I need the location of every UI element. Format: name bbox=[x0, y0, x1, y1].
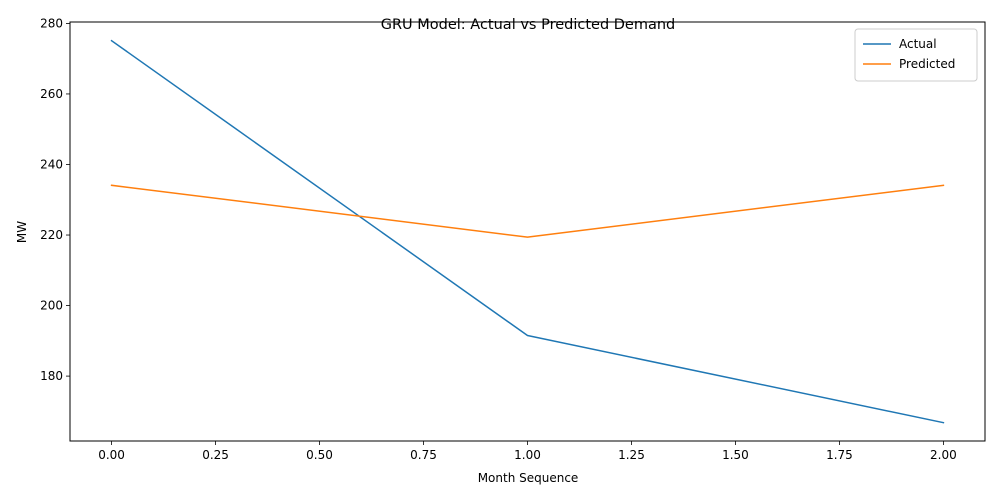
legend-box bbox=[854, 28, 978, 82]
y-tick-label: 240 bbox=[40, 157, 63, 171]
series-line-actual bbox=[110, 39, 945, 424]
y-tick-label: 200 bbox=[40, 299, 63, 313]
x-axis-label: Month Sequence bbox=[478, 471, 579, 485]
y-axis: 180 200 220 240 260 280 bbox=[40, 16, 70, 383]
y-tick-label: 260 bbox=[40, 87, 63, 101]
y-tick-label: 180 bbox=[40, 369, 63, 383]
y-tick-label: 220 bbox=[40, 228, 63, 242]
x-tick-label: 1.75 bbox=[826, 448, 853, 462]
x-axis: 0.00 0.25 0.50 0.75 1.00 1.25 1.50 1.75 2.00 bbox=[98, 441, 957, 462]
x-tick-label: 1.25 bbox=[618, 448, 645, 462]
x-tick-label: 0.50 bbox=[306, 448, 333, 462]
plot-lines bbox=[110, 39, 945, 424]
x-tick-label: 2.00 bbox=[930, 448, 957, 462]
legend: Actual Predicted bbox=[854, 28, 978, 82]
series-line-predicted bbox=[110, 184, 945, 238]
y-axis-label: MW bbox=[15, 221, 29, 243]
chart-title: GRU Model: Actual vs Predicted Demand bbox=[381, 17, 676, 33]
legend-label-actual: Actual bbox=[899, 37, 937, 51]
x-tick-label: 1.00 bbox=[514, 448, 541, 462]
y-tick-label: 280 bbox=[40, 16, 63, 30]
legend-label-predicted: Predicted bbox=[899, 57, 955, 71]
plot-frame bbox=[69, 21, 986, 442]
x-tick-label: 0.75 bbox=[410, 448, 437, 462]
x-tick-label: 0.25 bbox=[202, 448, 229, 462]
x-tick-label: 1.50 bbox=[722, 448, 749, 462]
x-tick-label: 0.00 bbox=[98, 448, 125, 462]
